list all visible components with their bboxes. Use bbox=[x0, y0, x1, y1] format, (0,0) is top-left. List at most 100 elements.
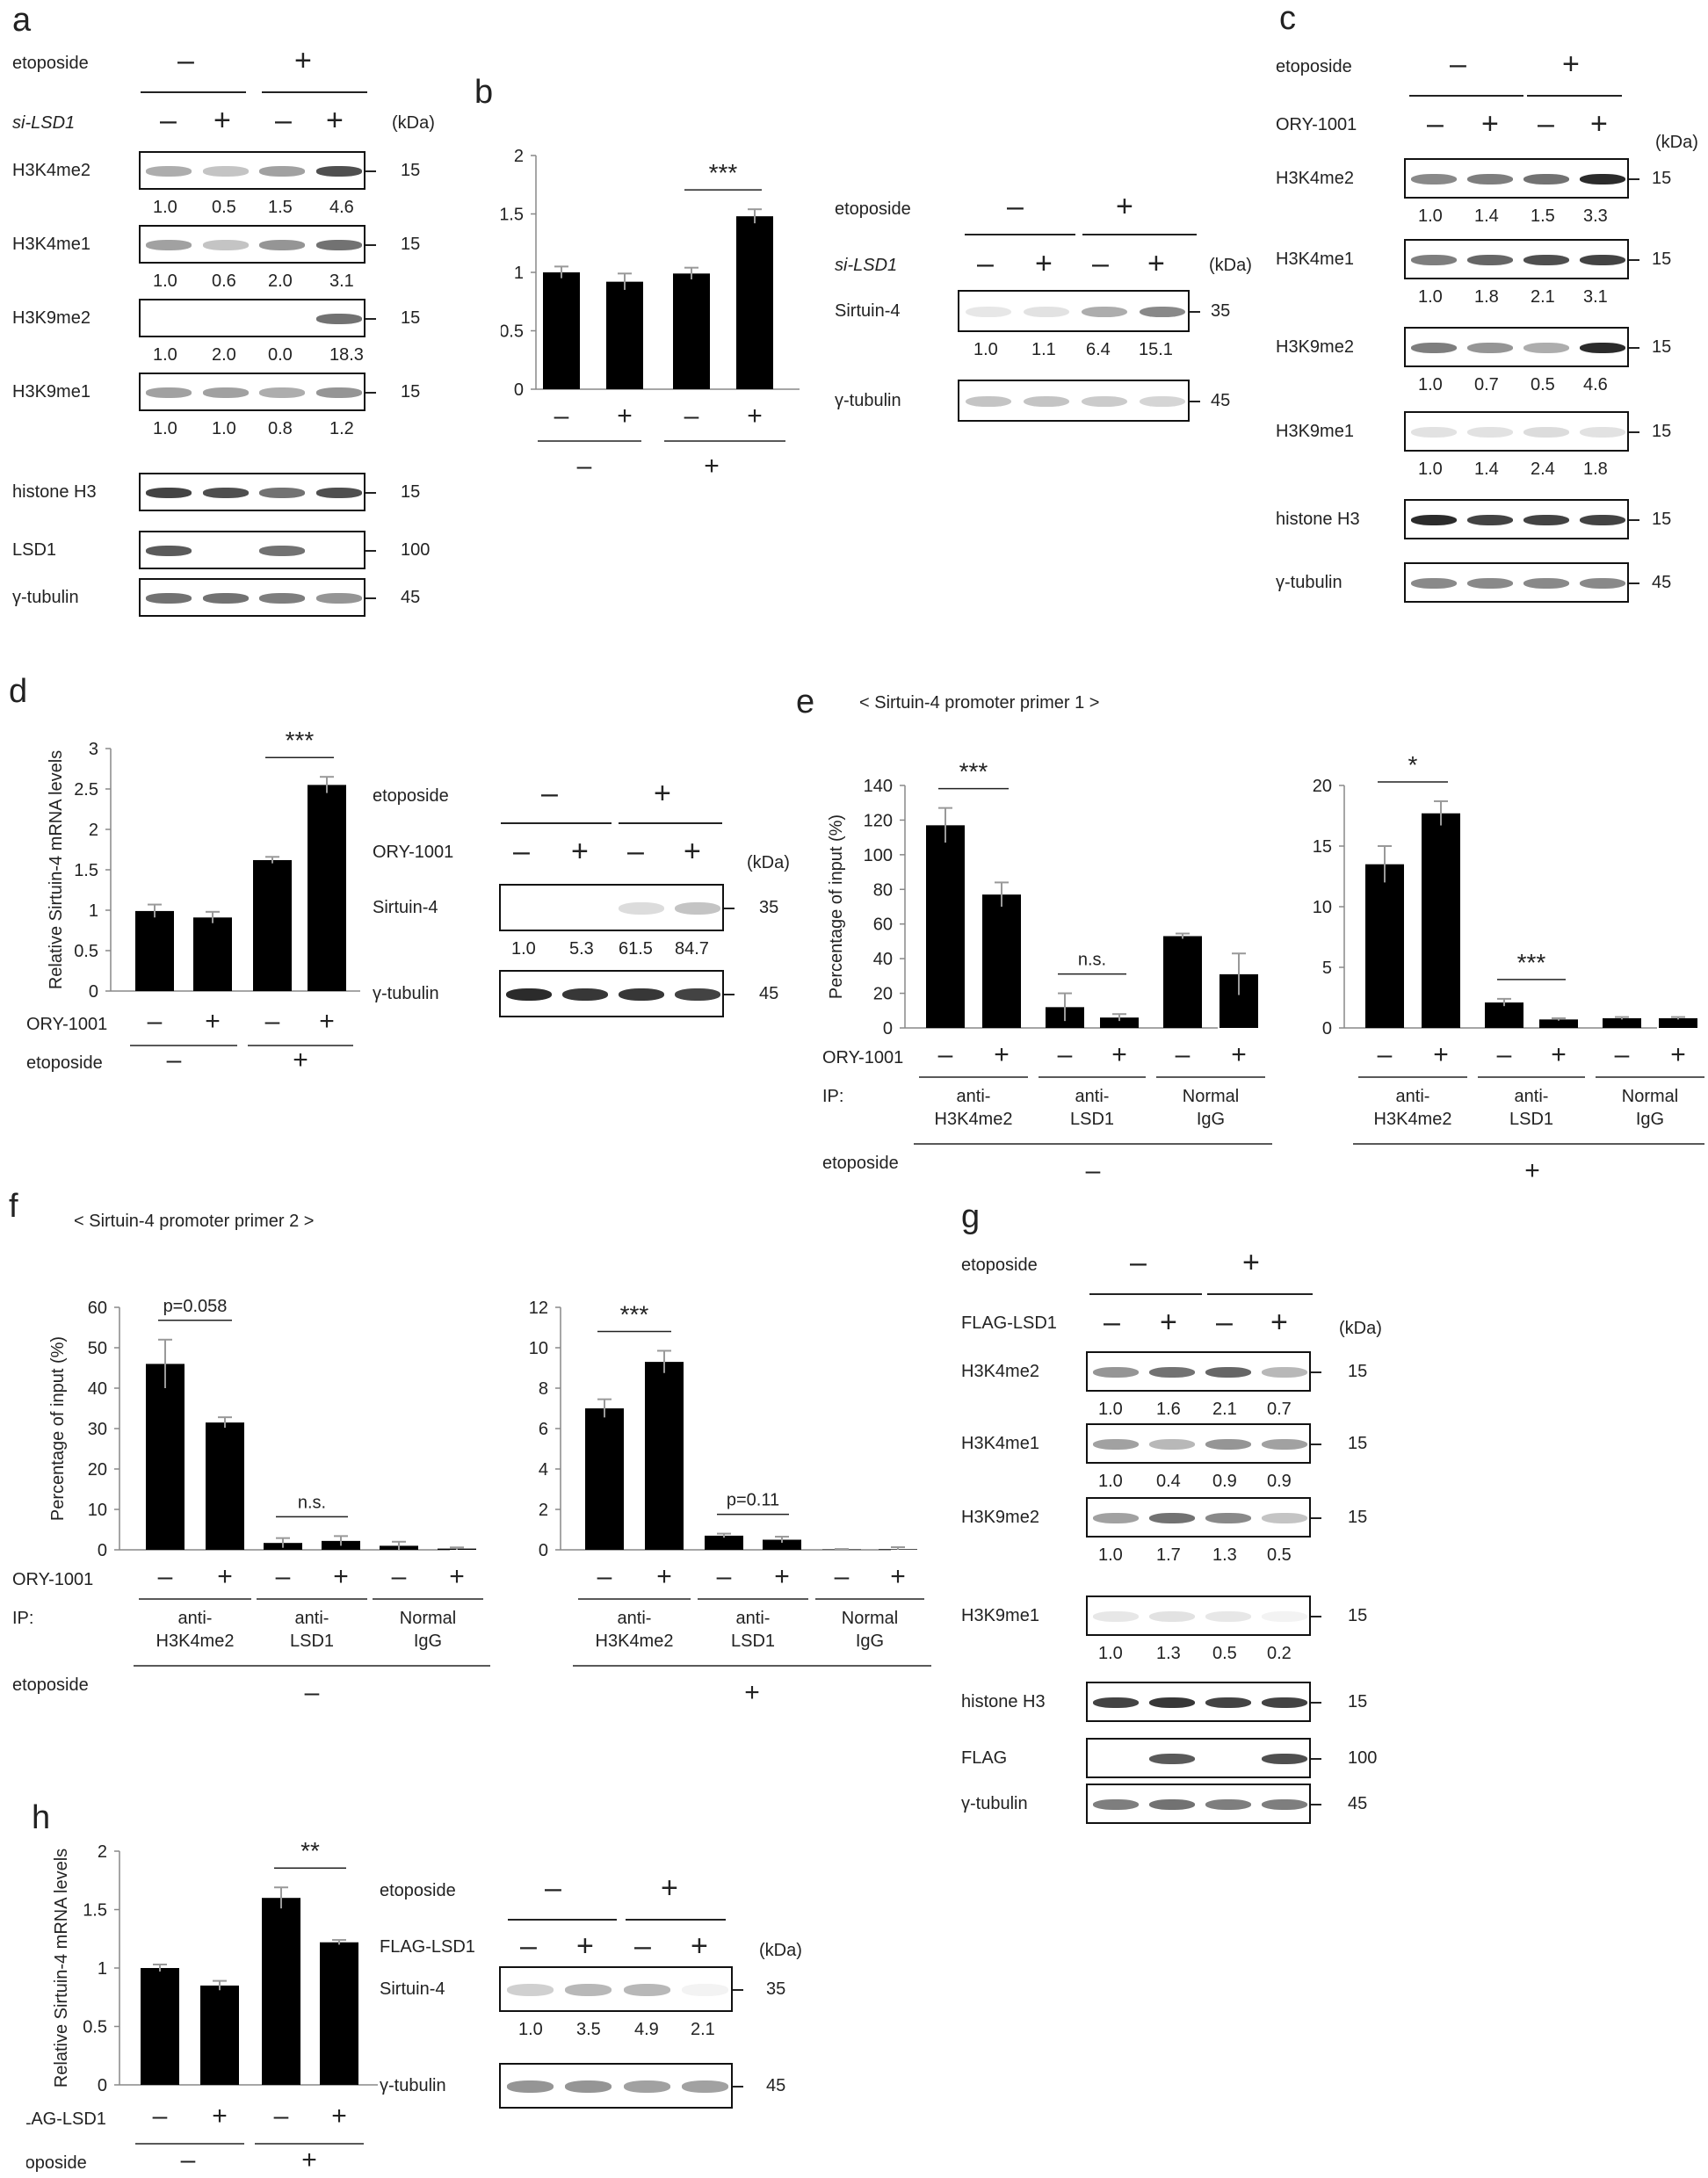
panel-h-etoposide-plus: + bbox=[661, 1871, 678, 1905]
panel-d-drug-minus: – bbox=[513, 835, 530, 868]
protein-band bbox=[1205, 1611, 1251, 1623]
chart-b-si-sign: + bbox=[747, 402, 763, 431]
chart-f-left-y-tick-label: 20 bbox=[88, 1460, 107, 1480]
chart-f-left-bar bbox=[206, 1422, 244, 1550]
protein-band bbox=[259, 593, 306, 604]
chart-f-left-y-axis-label: Percentage of input (%) bbox=[48, 1336, 68, 1521]
panel-g-quant-value: 0.2 bbox=[1267, 1644, 1292, 1663]
chart-d-etoposide-label: etoposide bbox=[26, 1053, 103, 1073]
protein-band bbox=[619, 988, 664, 1001]
protein-band bbox=[202, 240, 249, 250]
panel-c-quant-value: 0.5 bbox=[1531, 375, 1555, 394]
chart-h-y-axis-label: Relative Sirtuin-4 mRNA levels bbox=[52, 1849, 71, 2088]
chart-b-y-tick-label: 1.5 bbox=[501, 206, 524, 225]
protein-band bbox=[315, 240, 362, 250]
protein-band bbox=[146, 546, 192, 556]
panel-c-quant-value: 1.0 bbox=[1418, 287, 1443, 307]
protein-band bbox=[1093, 1367, 1139, 1378]
protein-band bbox=[623, 2080, 670, 2093]
protein-band bbox=[1149, 1513, 1195, 1524]
chart-b-sig-label: *** bbox=[709, 159, 738, 186]
protein-band bbox=[1262, 1799, 1307, 1811]
chart-h: 0 0.5 1 1.5 2 Relative Sirtuin-4 mRNA levels *… bbox=[26, 1837, 378, 2174]
protein-band bbox=[146, 166, 192, 177]
chart-e-drug-sign: – bbox=[1176, 1040, 1191, 1069]
panel-h-letter: h bbox=[32, 1799, 51, 1836]
panel-c-size-tick bbox=[1629, 259, 1639, 261]
panel-a-size-tick bbox=[365, 597, 376, 599]
panel-d-quant-value: 5.3 bbox=[569, 939, 594, 959]
panel-c-kda: (kDa) bbox=[1655, 133, 1698, 152]
panel-g-flag-minus: – bbox=[1104, 1306, 1120, 1339]
panel-b-size-tick bbox=[1190, 311, 1200, 313]
panel-d-divider bbox=[501, 822, 612, 824]
chart-e-right-sig-label: *** bbox=[1517, 949, 1546, 976]
chart-e-drug-label: ORY-1001 bbox=[822, 1048, 903, 1067]
chart-f-drug-sign: + bbox=[449, 1562, 465, 1591]
chart-h-flag-sign: – bbox=[153, 2102, 168, 2131]
panel-d-blot-tubulin bbox=[499, 970, 724, 1017]
panel-b-quant-value: 15.1 bbox=[1139, 340, 1173, 359]
panel-d-size-marker: 45 bbox=[759, 984, 779, 1003]
protein-band bbox=[1467, 343, 1513, 354]
protein-band bbox=[202, 593, 249, 604]
panel-a-quant-value: 4.6 bbox=[329, 198, 354, 217]
panel-g-quant-value: 1.3 bbox=[1212, 1545, 1237, 1565]
panel-g-size-tick bbox=[1311, 1758, 1321, 1760]
panel-b-size-marker: 35 bbox=[1211, 301, 1231, 321]
panel-c-size-marker: 45 bbox=[1652, 573, 1672, 592]
chart-e-group-label: IgG bbox=[1197, 1110, 1225, 1129]
chart-e-group-label: anti- bbox=[1075, 1087, 1110, 1106]
panel-g-size-tick bbox=[1311, 1702, 1321, 1704]
chart-f-drug-sign: – bbox=[717, 1562, 732, 1591]
panel-c-etoposide-plus: + bbox=[1562, 47, 1580, 81]
chart-b-y-tick-label: 0 bbox=[514, 380, 524, 400]
panel-a-blot-h3k4me2 bbox=[139, 151, 365, 190]
panel-d-blot-sirtuin4 bbox=[499, 884, 724, 931]
panel-g-etoposide-label: etoposide bbox=[961, 1255, 1038, 1275]
panel-d-size-tick bbox=[724, 994, 735, 995]
protein-band bbox=[1411, 515, 1457, 526]
panel-a-letter: a bbox=[12, 2, 32, 39]
chart-d-etop-sign: – bbox=[167, 1046, 182, 1075]
chart-e-right-bar bbox=[1365, 864, 1404, 1028]
panel-a-size-tick bbox=[365, 492, 376, 494]
panel-b-blot-tubulin bbox=[958, 380, 1190, 422]
panel-a-divider bbox=[262, 91, 367, 93]
protein-band bbox=[315, 166, 362, 177]
chart-b-bar bbox=[543, 272, 580, 389]
chart-f-left-y-tick-label: 0 bbox=[98, 1541, 107, 1560]
protein-band bbox=[682, 2080, 729, 2093]
protein-band bbox=[202, 166, 249, 177]
chart-f-right-bar bbox=[645, 1362, 684, 1550]
panel-b-row-label: Sirtuin-4 bbox=[835, 301, 901, 321]
protein-band bbox=[1523, 515, 1569, 526]
protein-band bbox=[562, 988, 608, 1001]
panel-b-letter: b bbox=[474, 74, 494, 111]
panel-c-size-marker: 15 bbox=[1652, 422, 1672, 441]
panel-c-quant-value: 1.4 bbox=[1474, 206, 1499, 226]
panel-c-row-label: H3K4me2 bbox=[1276, 169, 1354, 188]
panel-h-size-tick bbox=[733, 2086, 743, 2088]
protein-band bbox=[965, 395, 1012, 408]
chart-d-bar bbox=[308, 785, 346, 991]
chart-e-left-sig-label: *** bbox=[959, 758, 988, 785]
chart-e-group-label: anti- bbox=[1515, 1087, 1549, 1106]
panel-a-blot-h3k4me1 bbox=[139, 225, 365, 264]
panel-d-drug-plus: + bbox=[684, 835, 701, 868]
panel-c-quant-value: 1.0 bbox=[1418, 206, 1443, 226]
chart-e-right-y-tick-label: 5 bbox=[1322, 959, 1332, 978]
chart-f-drug-label: ORY-1001 bbox=[12, 1570, 93, 1589]
panel-d-row-label: γ-tubulin bbox=[373, 984, 439, 1003]
panel-a-blot-h3k9me1 bbox=[139, 373, 365, 411]
panel-b-si-plus: + bbox=[1147, 247, 1165, 280]
protein-band bbox=[1149, 1439, 1195, 1451]
chart-e-group-label: H3K4me2 bbox=[935, 1110, 1013, 1129]
panel-b-kda: (kDa) bbox=[1209, 256, 1252, 275]
chart-d-bar bbox=[253, 859, 292, 991]
chart-f-right-bar bbox=[763, 1539, 801, 1550]
protein-band bbox=[1580, 515, 1625, 526]
panel-g-quant-value: 1.0 bbox=[1098, 1472, 1123, 1491]
protein-band bbox=[506, 1984, 554, 1996]
panel-c-size-marker: 15 bbox=[1652, 169, 1672, 188]
